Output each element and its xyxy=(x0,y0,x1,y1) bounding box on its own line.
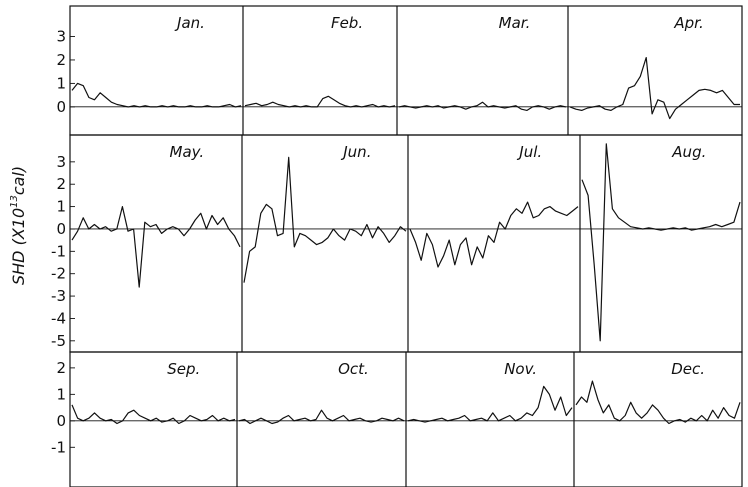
y-axis-label-main: SHD (X10 xyxy=(9,208,28,285)
y-axis-label-unit: cal) xyxy=(9,166,28,195)
panel-2-y-tick-label: 2 xyxy=(56,175,66,193)
series-line-may xyxy=(71,206,241,288)
panel-1-y-tick-label: 1 xyxy=(56,74,66,92)
month-label-oct: Oct. xyxy=(338,360,369,378)
month-label-mar: Mar. xyxy=(499,14,531,32)
month-label-dec: Dec. xyxy=(671,360,705,378)
month-label-jan: Jan. xyxy=(174,14,205,32)
series-line-jan xyxy=(71,82,242,108)
panel-2-y-tick-label: -3 xyxy=(51,287,66,305)
panel-1-y-tick-label: 3 xyxy=(56,27,66,45)
y-axis-label: SHD (X1013cal) xyxy=(9,166,28,285)
month-label-jul: Jul. xyxy=(516,143,542,161)
month-label-apr: Apr. xyxy=(673,14,703,32)
series-line-oct xyxy=(238,409,405,425)
series-line-apr xyxy=(569,56,740,120)
series-line-jun xyxy=(243,156,407,283)
panel-2-y-tick-label: -5 xyxy=(51,332,66,350)
series-line-feb xyxy=(244,95,396,108)
month-label-sep: Sep. xyxy=(167,360,200,378)
panel-1-y-tick-label: 2 xyxy=(56,51,66,69)
panel-3-y-tick-label: 2 xyxy=(56,359,66,377)
panel-3-y-tick-label: 0 xyxy=(56,412,66,430)
panel-2-y-tick-label: -2 xyxy=(51,265,66,283)
y-axis-label-exponent: 13 xyxy=(9,195,20,208)
month-label-aug: Aug. xyxy=(671,143,706,161)
panel-3-y-tick-label: -1 xyxy=(51,438,66,456)
series-line-mar xyxy=(398,101,567,112)
panel-1-y-tick-label: 0 xyxy=(56,98,66,116)
chart-layer: 3 2 1 0 Jan. Feb. Mar. Apr. 3 2 1 0 -1 -2 -3 -4 -5 May. Ju… xyxy=(51,5,743,487)
month-label-may: May. xyxy=(170,143,205,161)
panel-2-frame xyxy=(69,134,743,353)
panel-2-y-tick-label: -1 xyxy=(51,242,66,260)
series-line-jul xyxy=(409,201,579,268)
month-label-jun: Jun. xyxy=(340,143,371,161)
panel-3-y-tick-label: 1 xyxy=(56,385,66,403)
panel-2-y-tick-label: -4 xyxy=(51,309,66,327)
month-label-feb: Feb. xyxy=(331,14,363,32)
series-line-dec xyxy=(575,380,741,425)
series-line-sep xyxy=(71,404,236,425)
panel-2-y-tick-label: 3 xyxy=(56,153,66,171)
panel-2-y-tick-label: 1 xyxy=(56,198,66,216)
month-label-nov: Nov. xyxy=(504,360,537,378)
series-line-aug xyxy=(581,143,741,342)
series-line-nov xyxy=(407,385,573,423)
panel-2-y-tick-label: 0 xyxy=(56,220,66,238)
panel-1-frame xyxy=(69,5,743,136)
